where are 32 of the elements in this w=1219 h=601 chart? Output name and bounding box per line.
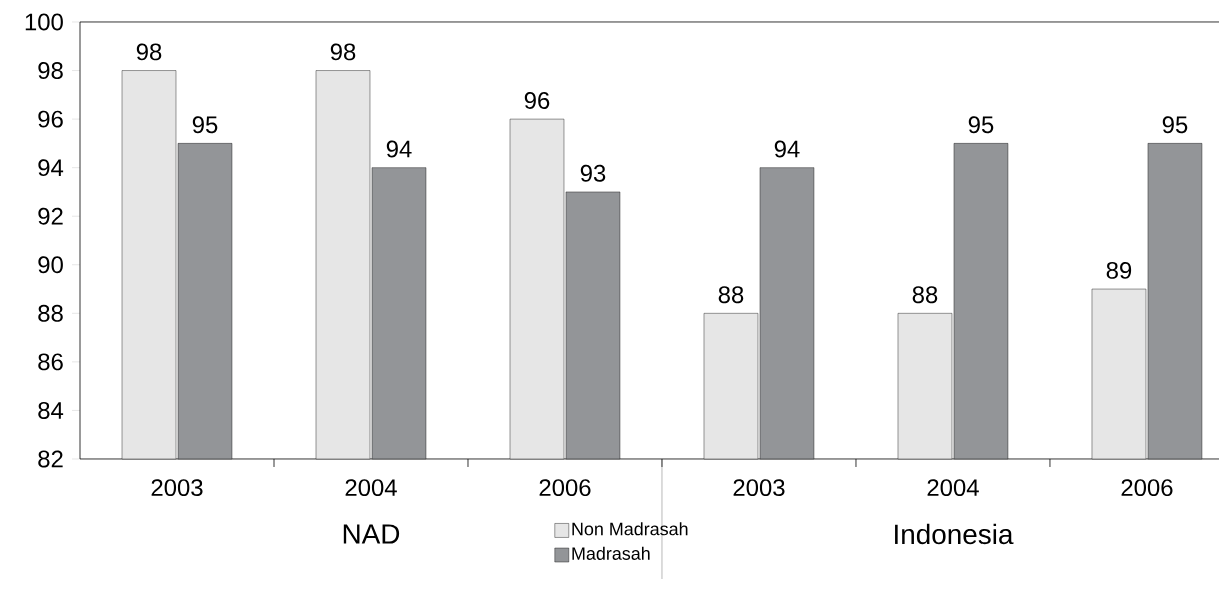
y-tick-label: 96 xyxy=(38,110,63,128)
data-label: 95 xyxy=(1162,116,1188,134)
x-tick-label: 2006 xyxy=(539,479,591,497)
x-tick-label: 2004 xyxy=(345,479,397,497)
legend-label: Madrasah xyxy=(572,546,650,560)
y-tick-label: 92 xyxy=(38,207,63,225)
x-tick-label: 2004 xyxy=(927,479,979,497)
y-tick-label: 94 xyxy=(38,159,64,177)
y-tick-label: 90 xyxy=(38,256,63,274)
data-label: 94 xyxy=(774,140,800,158)
data-label: 98 xyxy=(136,43,162,61)
y-tick-label: 100 xyxy=(25,13,63,31)
x-tick-label: 2003 xyxy=(151,479,203,497)
data-label: 93 xyxy=(580,164,606,182)
x-tick-label: 2006 xyxy=(1121,479,1173,497)
y-tick-label: 86 xyxy=(38,353,63,371)
y-tick-label: 84 xyxy=(38,401,64,419)
data-label: 96 xyxy=(524,92,550,109)
data-label: 98 xyxy=(330,43,356,61)
y-tick-label: 82 xyxy=(38,450,63,468)
data-label: 89 xyxy=(1106,261,1132,279)
data-label: 95 xyxy=(968,116,994,134)
data-label: 88 xyxy=(912,286,938,304)
y-tick-label: 88 xyxy=(38,304,63,322)
data-label: 95 xyxy=(192,116,218,134)
text: Indonesia xyxy=(895,523,1014,545)
x-tick-label: 2003 xyxy=(733,479,785,497)
legend-label: Non Madrasah xyxy=(572,522,688,536)
y-tick-label: 98 xyxy=(38,62,63,80)
data-label: 94 xyxy=(386,140,412,158)
text: NAD xyxy=(343,524,400,544)
data-label: 88 xyxy=(718,286,744,304)
